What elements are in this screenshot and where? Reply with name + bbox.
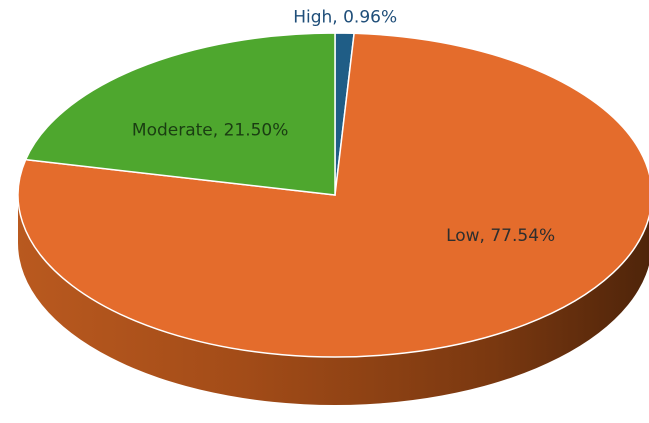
pie-side-wall [18,195,649,405]
data-label-moderate: Moderate, 21.50% [132,121,288,141]
pie-slice-moderate [24,32,336,196]
pie-labels: High, 0.96% Low, 77.54% Moderate, 21.50% [132,8,555,246]
data-label-high: High, 0.96% [293,8,397,28]
pie-slices [17,32,649,358]
data-label-low: Low, 77.54% [446,226,555,246]
